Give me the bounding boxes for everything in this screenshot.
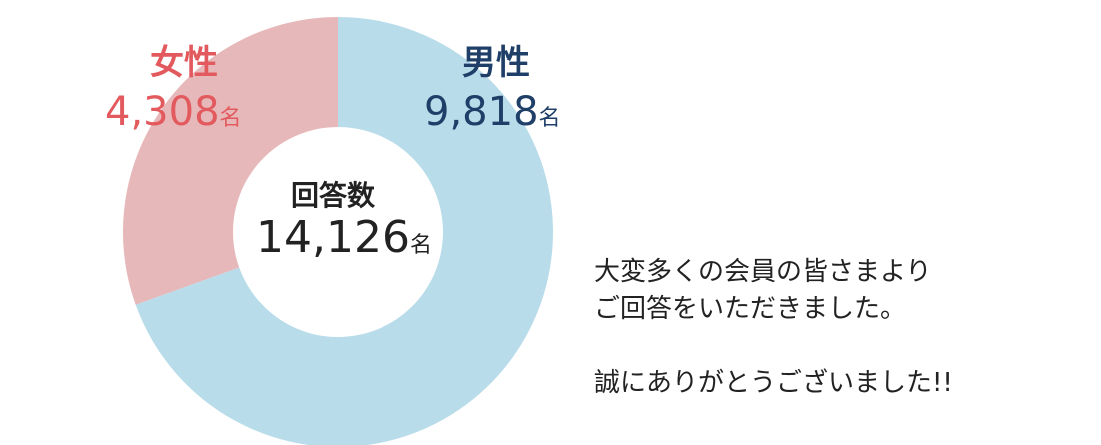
center-value: 14,126 bbox=[256, 212, 410, 263]
slice-female bbox=[122, 17, 338, 305]
female-value-label: 4,308名 bbox=[105, 92, 242, 132]
center-title: 回答数 bbox=[291, 179, 376, 212]
center-total: 14,126名 bbox=[256, 216, 432, 260]
slice-male bbox=[135, 17, 553, 445]
male-label: 男性 bbox=[462, 46, 530, 80]
female-unit: 名 bbox=[219, 106, 242, 131]
female-label: 女性 bbox=[150, 46, 218, 80]
message-line-3: 誠にありがとうございました!! bbox=[594, 368, 953, 398]
thank-you-message: 大変多くの会員の皆さまより ご回答をいただきました。 誠にありがとうございました… bbox=[594, 254, 953, 402]
message-line-2: ご回答をいただきました。 bbox=[594, 294, 907, 324]
female-value: 4,308 bbox=[105, 89, 220, 135]
male-value-label: 9,818名 bbox=[424, 92, 561, 132]
male-value: 9,818 bbox=[424, 89, 539, 135]
center-unit: 名 bbox=[409, 233, 432, 258]
female-category: 女性 bbox=[150, 43, 218, 83]
message-line-1: 大変多くの会員の皆さまより bbox=[594, 257, 932, 287]
male-category: 男性 bbox=[462, 43, 530, 83]
center-label: 回答数 bbox=[291, 182, 375, 210]
donut-chart bbox=[122, 17, 553, 445]
male-unit: 名 bbox=[538, 106, 561, 131]
